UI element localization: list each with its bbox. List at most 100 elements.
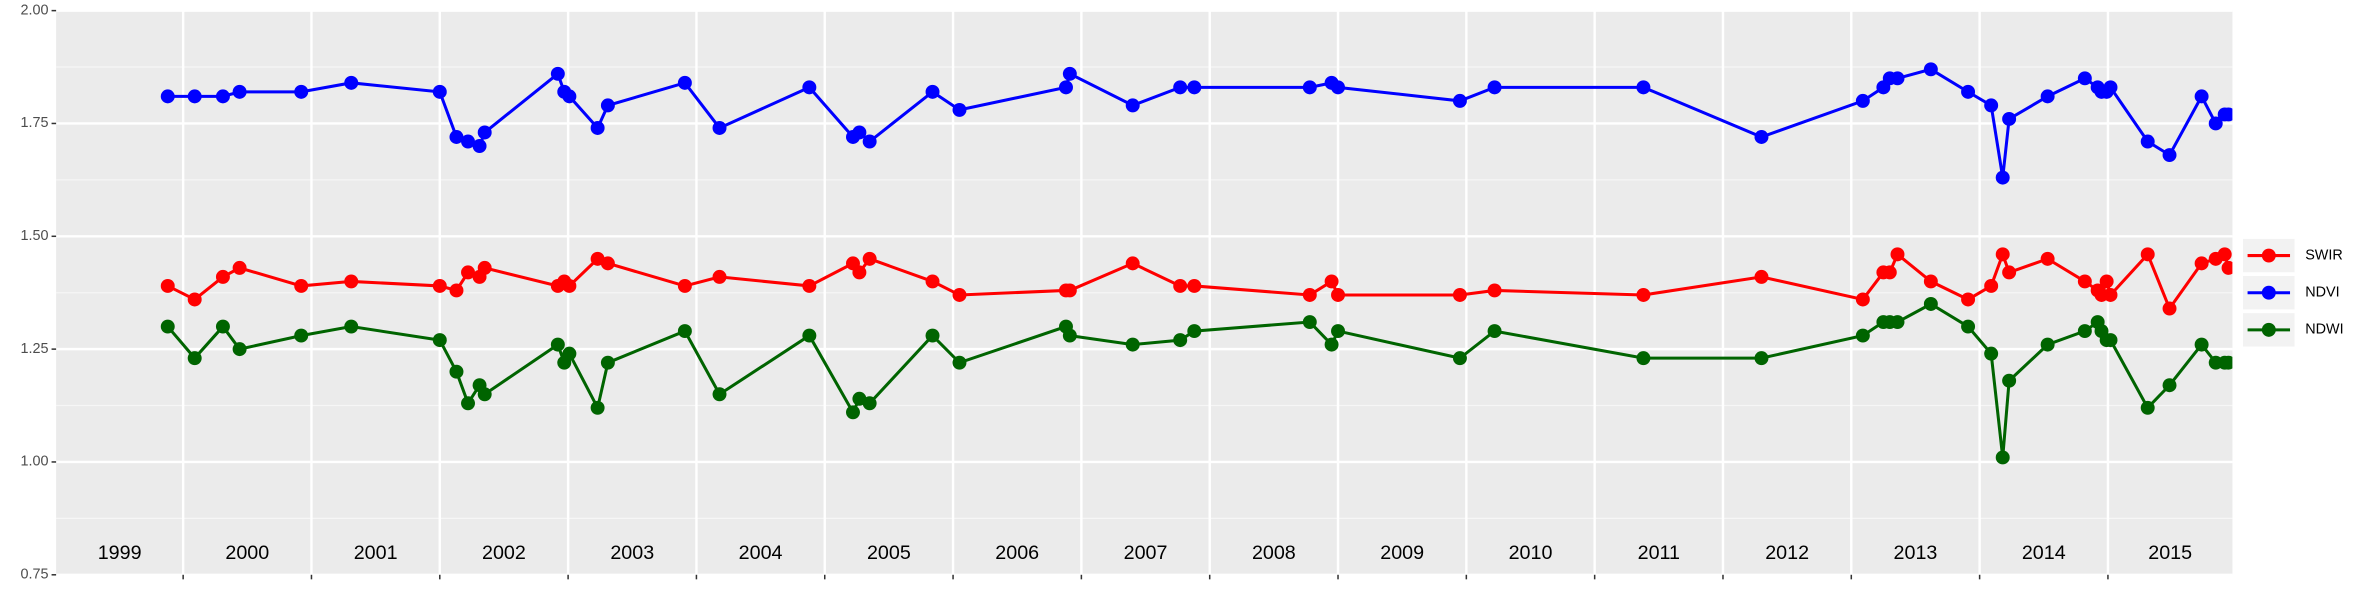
point <box>1882 265 1897 280</box>
point <box>2002 111 2017 126</box>
year-label: 2003 <box>610 542 654 564</box>
point <box>1984 98 1999 113</box>
point <box>432 278 447 293</box>
point <box>2077 324 2092 339</box>
point <box>1331 287 1345 302</box>
point <box>1923 297 1938 311</box>
point <box>2194 89 2209 104</box>
point <box>600 256 615 271</box>
point <box>472 139 487 154</box>
point <box>160 89 175 104</box>
point <box>187 292 202 307</box>
year-label: 2015 <box>2148 542 2192 564</box>
point <box>862 396 877 411</box>
year-label: 2011 <box>1638 542 1680 564</box>
point <box>432 84 447 99</box>
y-tick-label: 1.00 <box>21 454 49 470</box>
point <box>1995 450 2010 465</box>
point <box>562 278 577 293</box>
point <box>550 66 565 81</box>
point <box>232 342 247 357</box>
point <box>677 278 692 293</box>
point <box>562 89 577 104</box>
point <box>712 387 727 402</box>
point <box>1062 328 1077 343</box>
point <box>2040 337 2055 352</box>
point <box>952 355 967 370</box>
point <box>802 80 817 95</box>
point <box>1487 324 1502 339</box>
point <box>677 324 692 339</box>
point <box>590 400 605 415</box>
year-label: 2001 <box>354 542 398 564</box>
y-tick-label: 1.50 <box>21 228 49 244</box>
point <box>1331 80 1345 95</box>
point <box>160 278 175 293</box>
point <box>1487 80 1502 95</box>
point <box>1302 287 1317 302</box>
point <box>712 120 727 135</box>
point <box>461 265 475 280</box>
year-label: 2007 <box>1124 542 1168 564</box>
point <box>862 134 877 149</box>
point <box>1984 346 1999 361</box>
point <box>2077 71 2092 86</box>
point <box>1984 278 1999 293</box>
year-label: 2008 <box>1252 542 1296 564</box>
year-label: 2005 <box>867 542 911 564</box>
year-label: 2014 <box>2022 542 2066 564</box>
point <box>2040 251 2055 266</box>
point <box>449 130 464 144</box>
point <box>187 351 202 366</box>
point <box>925 84 940 99</box>
point <box>1923 62 1938 77</box>
point <box>1452 287 1467 302</box>
point <box>1062 283 1077 298</box>
legend-label: NDWI <box>2305 322 2343 338</box>
point <box>952 102 967 117</box>
point <box>2221 355 2233 370</box>
year-label: 2004 <box>739 542 783 564</box>
point <box>294 328 309 343</box>
point <box>1890 247 1905 262</box>
point <box>461 396 475 411</box>
point <box>461 134 475 149</box>
point <box>449 283 464 298</box>
point <box>677 75 692 90</box>
point <box>1754 269 1769 284</box>
point <box>2221 107 2233 122</box>
point <box>1173 278 1188 293</box>
point <box>2140 400 2155 415</box>
point <box>1487 283 1502 298</box>
point <box>2162 378 2177 393</box>
point <box>1961 319 1976 334</box>
point <box>2221 260 2233 275</box>
point <box>2162 301 2177 316</box>
point <box>344 75 359 90</box>
point <box>2140 247 2155 262</box>
point <box>1452 93 1467 108</box>
point <box>1636 80 1651 95</box>
point <box>1302 315 1317 330</box>
point <box>802 278 817 293</box>
point <box>550 337 565 352</box>
point <box>2194 337 2209 352</box>
point <box>344 274 359 289</box>
point <box>2077 274 2092 289</box>
point <box>1062 66 1077 81</box>
point <box>1452 351 1467 366</box>
point <box>852 265 867 280</box>
axes: 0.75 1.00 1.25 1.50 1.75 2.00 1999 2000 2001 2002… <box>21 2 2193 582</box>
point <box>1324 337 1339 352</box>
point <box>1890 71 1905 86</box>
point <box>1187 324 1202 339</box>
point <box>432 333 447 348</box>
point <box>1855 328 1870 343</box>
point <box>1059 80 1073 95</box>
marks <box>160 62 2233 465</box>
point <box>2217 247 2232 262</box>
point <box>215 269 230 284</box>
point <box>1636 287 1651 302</box>
point <box>187 89 202 104</box>
